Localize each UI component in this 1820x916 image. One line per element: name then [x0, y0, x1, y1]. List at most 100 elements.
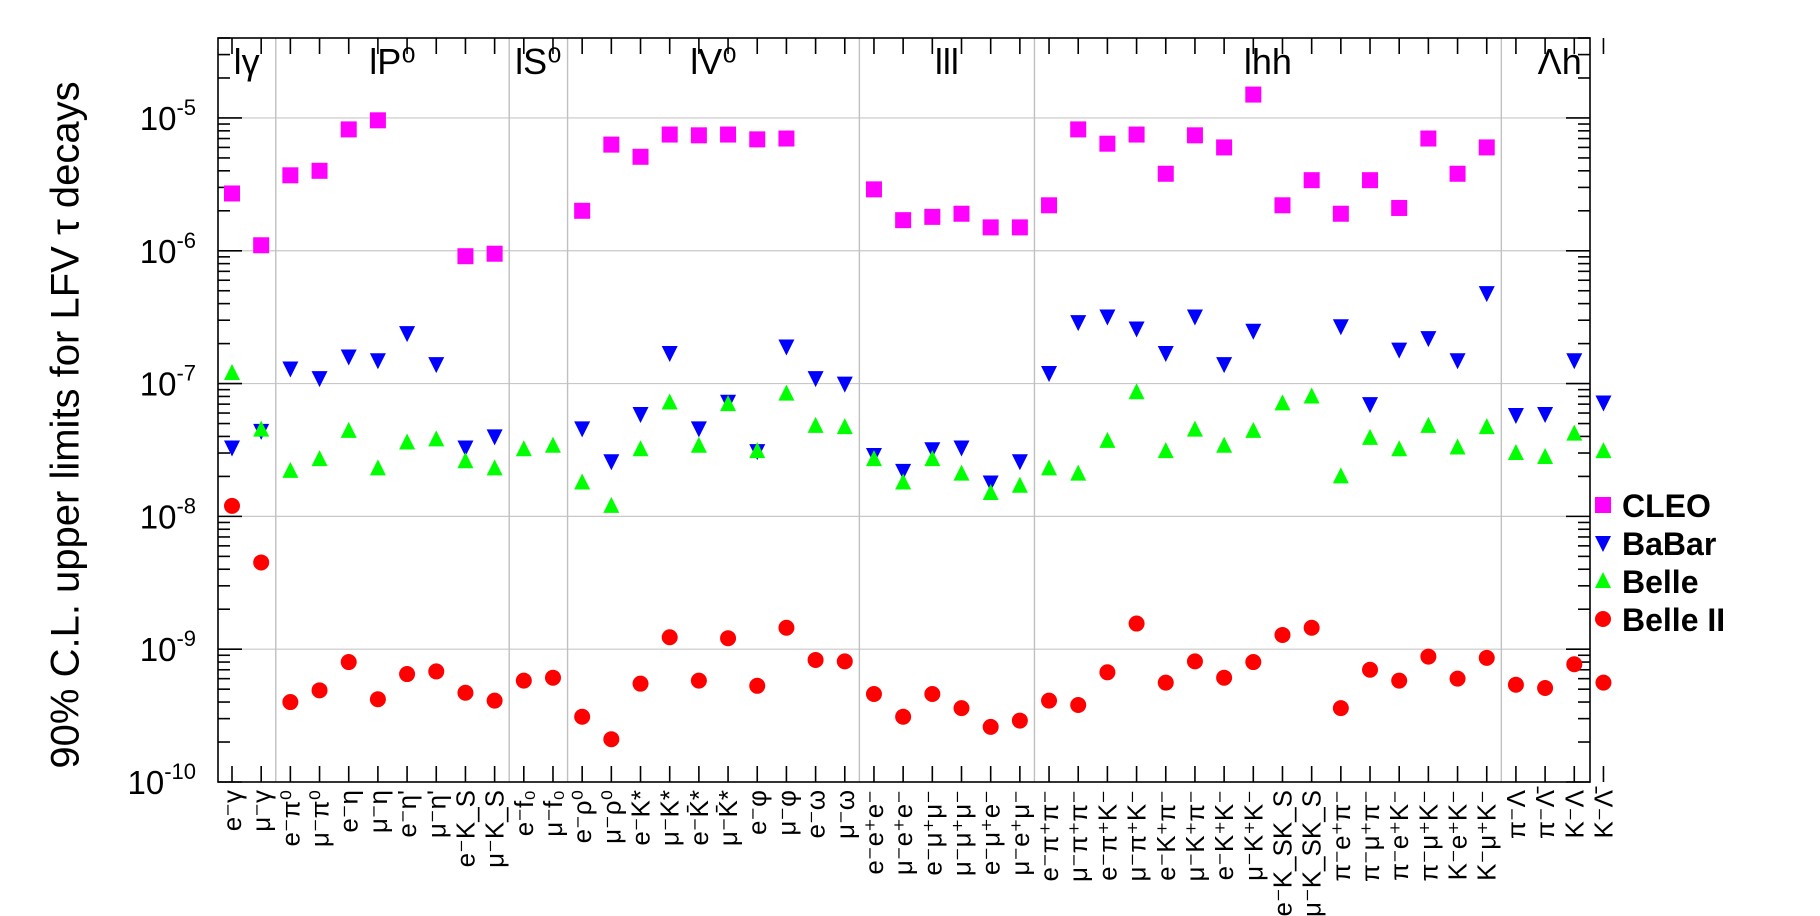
- y-tick-label: 10-5: [140, 95, 196, 137]
- x-tick-label: π⁻e⁺K⁻: [1384, 790, 1414, 881]
- belle-point: [1099, 431, 1116, 448]
- belle-point: [399, 433, 416, 450]
- cleo-point: [778, 130, 795, 147]
- belle-point: [1070, 464, 1087, 481]
- belle-ii-point: [1274, 626, 1291, 643]
- cleo-point: [1391, 199, 1408, 216]
- y-tick-label: 10-10: [127, 759, 196, 801]
- belle-ii-point: [720, 630, 737, 647]
- x-tick-label: μ⁻K_SK_S: [1297, 790, 1327, 916]
- belle-point: [574, 473, 591, 490]
- x-tick-label: μ⁻ρ⁰: [596, 790, 626, 844]
- belle-point: [1216, 436, 1233, 453]
- x-tick-label: μ⁻ω: [830, 790, 860, 839]
- belle-point: [486, 459, 503, 476]
- cleo-point: [253, 237, 270, 254]
- belle-point: [457, 452, 474, 469]
- cleo-point: [865, 181, 882, 198]
- belle-ii-point: [924, 685, 941, 702]
- cleo-point: [953, 205, 970, 222]
- x-tick-label: μ⁻e⁺e⁻: [888, 790, 918, 875]
- babar-point: [632, 407, 649, 424]
- belle-ii-point: [1099, 664, 1116, 681]
- belle-point: [1449, 438, 1466, 455]
- babar-point: [1157, 345, 1174, 362]
- belle-point: [1507, 444, 1524, 461]
- belle-ii-point: [515, 672, 532, 689]
- belle-ii-point: [1216, 669, 1233, 686]
- cleo-point: [1070, 121, 1087, 138]
- babar-point: [369, 353, 386, 370]
- cleo-point: [574, 202, 591, 219]
- x-tick-label: e⁻η: [334, 790, 364, 833]
- belle-ii-point: [428, 663, 445, 680]
- belle-ii-point: [1332, 700, 1349, 717]
- belle-point: [749, 442, 766, 459]
- y-axis: 10-10 10-9 10-8 10-7 10-6 10-5: [127, 37, 1590, 801]
- x-tick-label: μ⁻φ: [771, 790, 801, 836]
- belle-point: [836, 418, 853, 435]
- belle-legend-marker: [1595, 572, 1611, 588]
- babar-point: [836, 376, 853, 393]
- belle-point: [690, 436, 707, 453]
- cleo-point: [340, 121, 357, 138]
- cleo-point: [661, 126, 678, 143]
- x-tick-label: μ⁻K_S: [480, 790, 510, 868]
- belle-point: [1362, 428, 1379, 445]
- belle-ii-point: [1011, 712, 1028, 729]
- cleo-point: [457, 248, 474, 265]
- belle-ii-point: [457, 684, 474, 701]
- x-tick-label: π⁻Λ̄: [1530, 786, 1560, 839]
- babar-point: [1332, 319, 1349, 336]
- x-tick-label: π⁻Λ: [1501, 789, 1531, 839]
- data-points: [224, 86, 1612, 748]
- belle-point: [311, 450, 328, 467]
- cleo-point: [1449, 165, 1466, 182]
- belle-ii-point: [749, 677, 766, 694]
- belle-ii-point: [632, 675, 649, 692]
- belle-point: [253, 420, 270, 437]
- x-tick-label: μ⁻π⁰: [305, 790, 335, 847]
- babar-point: [574, 421, 591, 438]
- babar-point: [1099, 309, 1116, 326]
- belle-ii-point: [574, 708, 591, 725]
- belle-point: [807, 416, 824, 433]
- babar-legend-label: BaBar: [1622, 526, 1716, 562]
- babar-point: [1595, 395, 1612, 412]
- belle-point: [428, 430, 445, 447]
- x-tick-label: e⁻K̄*: [684, 790, 714, 846]
- x-tick-label: μ⁻η': [421, 790, 451, 838]
- cleo-point: [982, 219, 999, 236]
- belle-point: [1128, 383, 1145, 400]
- x-tick-label: e⁻ω: [801, 790, 831, 838]
- cleo-point: [1245, 86, 1262, 103]
- belle-point: [720, 395, 737, 412]
- belle-ii-point: [1157, 674, 1174, 691]
- babar-point: [311, 371, 328, 388]
- babar-point: [1537, 407, 1554, 424]
- babar-point: [1391, 342, 1408, 359]
- y-tick-label: 10-8: [140, 493, 196, 535]
- belle-point: [224, 364, 240, 381]
- x-tick-label: μ⁻γ: [246, 790, 276, 832]
- cleo-point: [1303, 172, 1320, 189]
- x-tick-label: μ⁻K̄*: [713, 790, 743, 846]
- belle-point: [895, 473, 912, 490]
- cleo-point: [632, 148, 649, 165]
- belle-ii-legend-label: Belle II: [1622, 602, 1725, 638]
- x-tick-label: e⁻π⁺K⁻: [1092, 790, 1122, 881]
- babar-point: [1216, 357, 1233, 374]
- babar-legend-marker: [1595, 536, 1611, 552]
- belle-point: [1478, 418, 1495, 435]
- cleo-point: [603, 136, 620, 153]
- x-tick-label: π⁻μ⁺π⁻: [1355, 790, 1385, 882]
- babar-point: [282, 361, 299, 378]
- x-tick-label: e⁻ρ⁰: [567, 790, 597, 843]
- cleo-point: [486, 245, 503, 262]
- babar-point: [1362, 397, 1379, 414]
- x-axis: e⁻γ μ⁻γ e⁻π⁰ μ⁻π⁰ e⁻η μ⁻η e⁻η' μ⁻η' e⁻K_S μ⁻K_S e⁻…: [217, 38, 1618, 916]
- belle-point: [953, 464, 970, 481]
- cleo-point: [1274, 197, 1291, 214]
- babar-point: [1070, 315, 1087, 332]
- belle-ii-point: [1507, 676, 1524, 693]
